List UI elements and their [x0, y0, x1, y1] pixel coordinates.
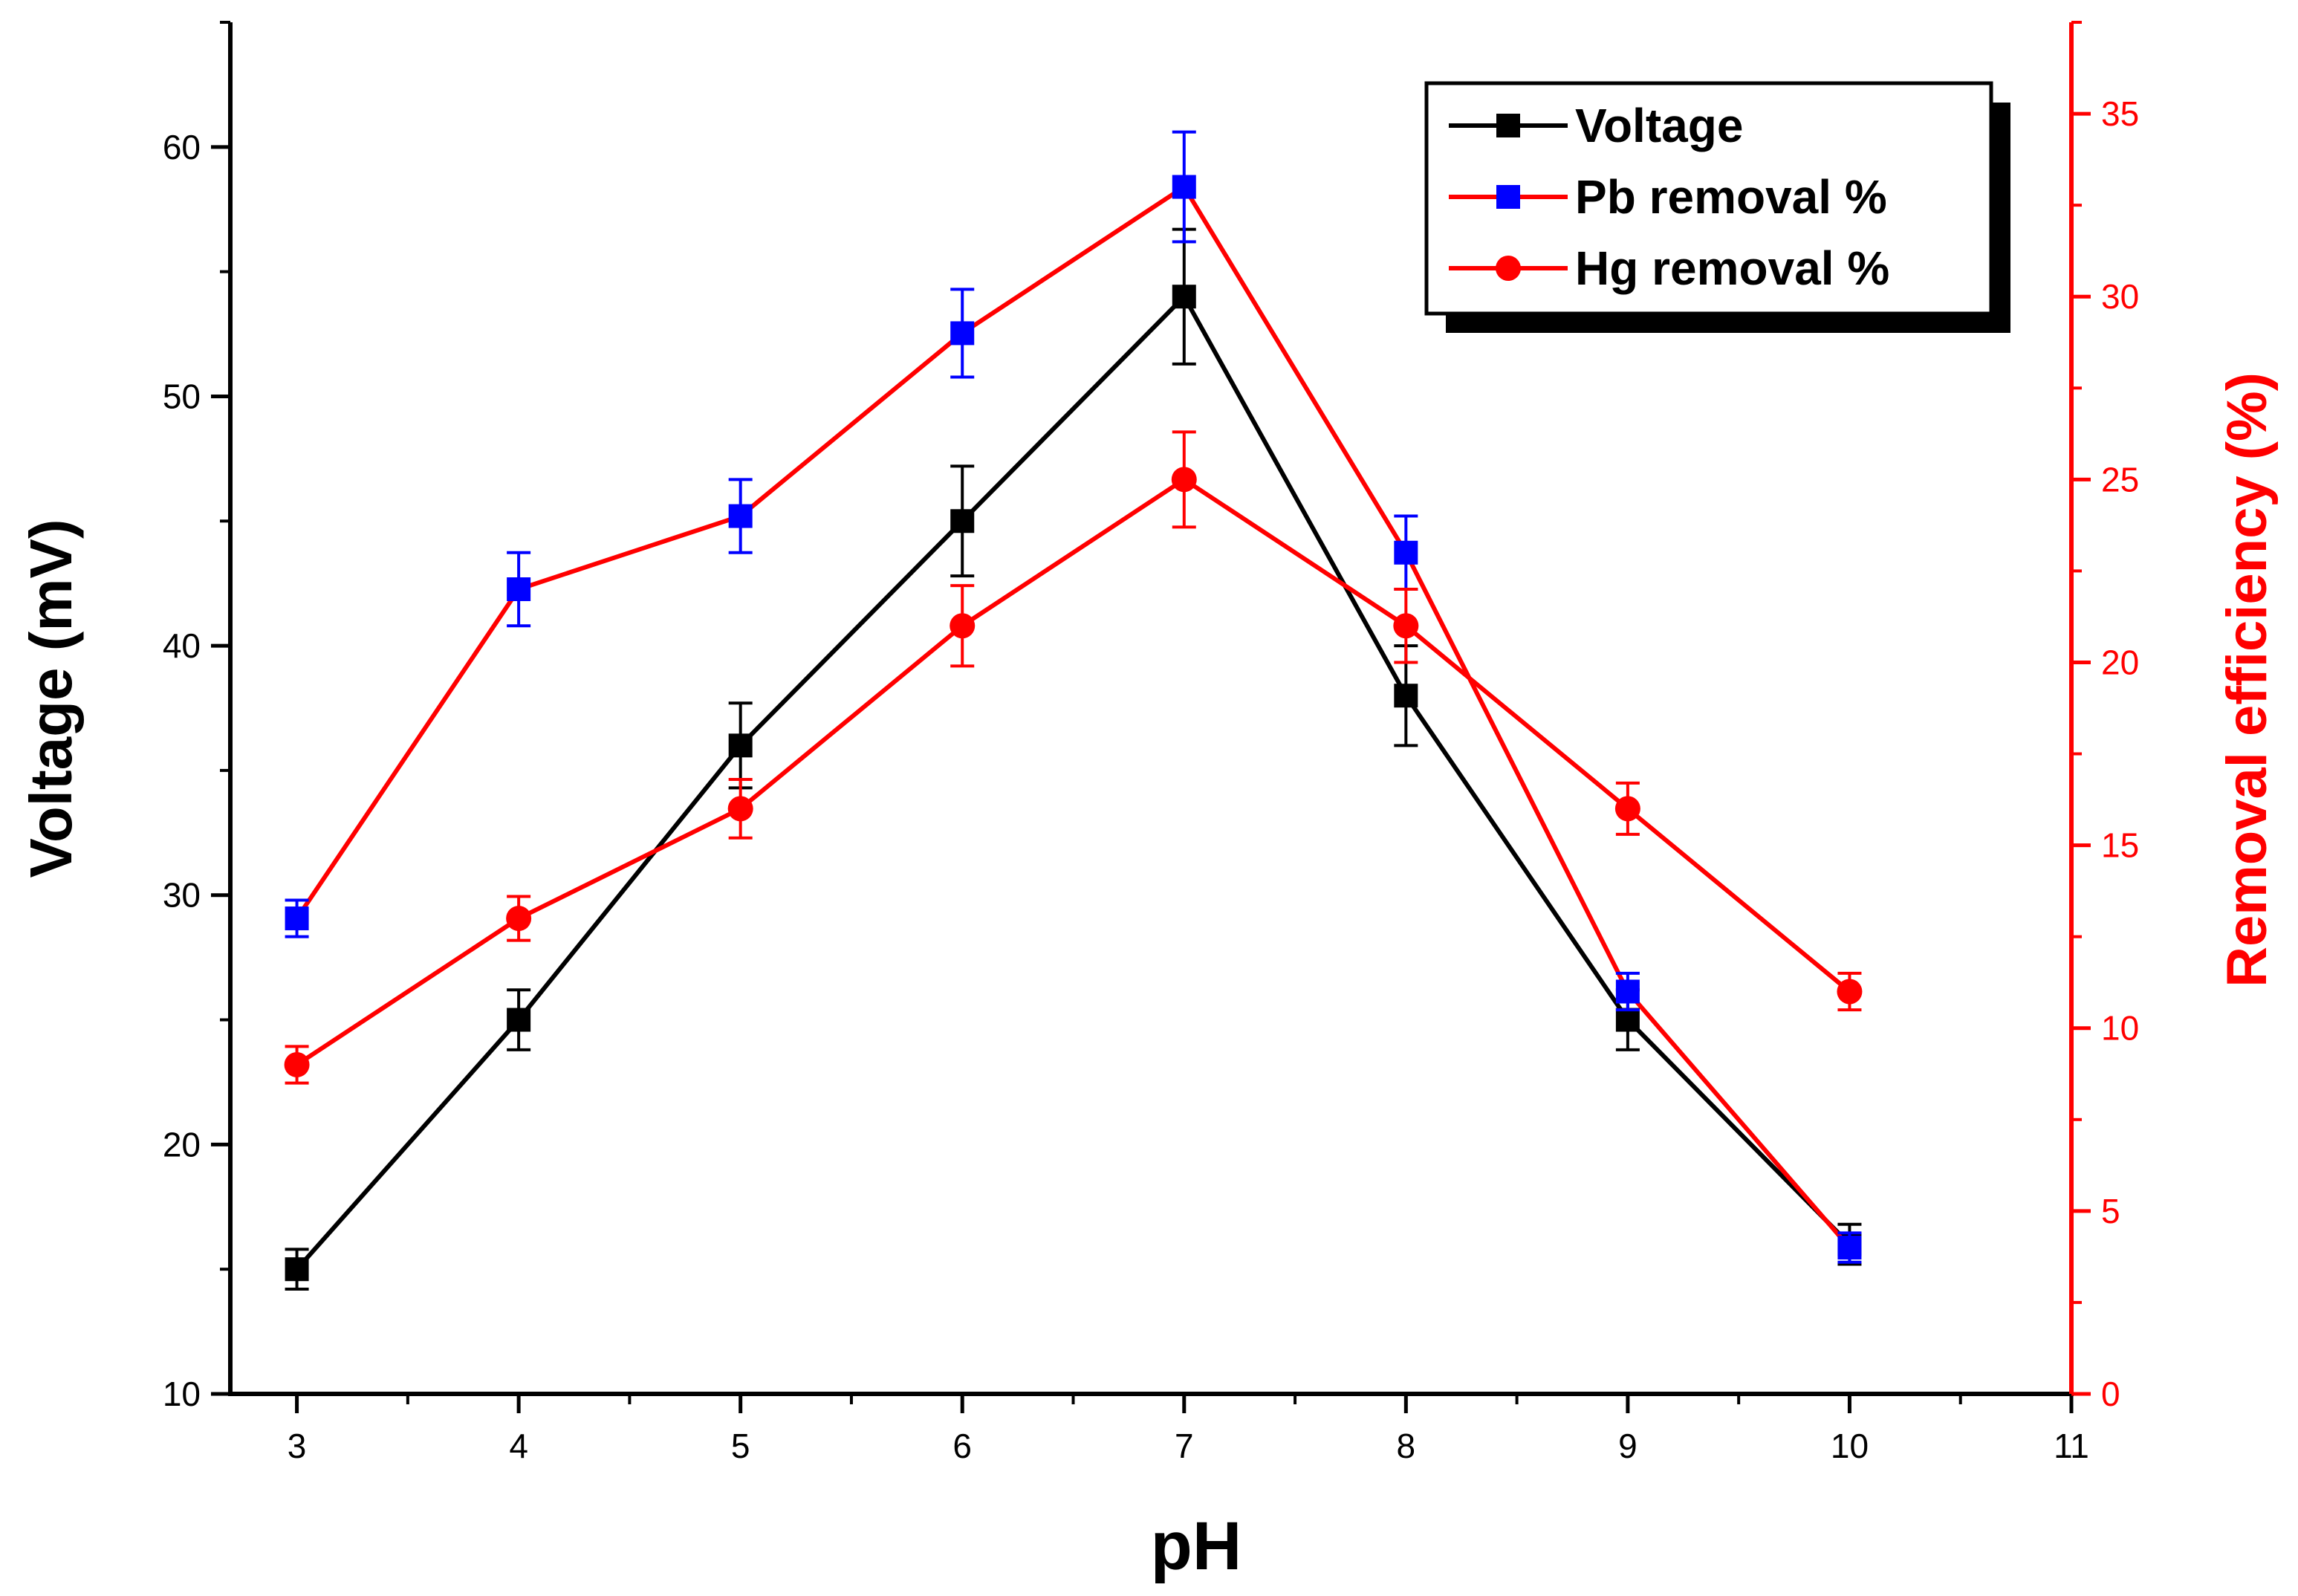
series-line-pb-removal: [295, 184, 1851, 1250]
x-tick-label: 8: [1397, 1427, 1416, 1465]
y2-tick-label: 0: [2101, 1375, 2120, 1413]
data-point-hg-removal: [1614, 796, 1640, 822]
series-line-voltage: [295, 293, 1851, 1271]
y2-tick-label: 25: [2101, 460, 2139, 499]
x-tick-label: 6: [952, 1427, 972, 1465]
data-point-voltage: [1394, 684, 1418, 708]
x-tick-label: 3: [288, 1427, 307, 1465]
y2-axis-title: Removal efficiency (%): [2216, 372, 2279, 987]
y-tick-label: 50: [163, 377, 201, 415]
legend-marker: [1496, 256, 1521, 281]
x-axis-title: pH: [1151, 1508, 1242, 1584]
y2-tick-label: 35: [2101, 94, 2139, 133]
y-tick-label: 10: [163, 1375, 201, 1413]
y2-tick-label: 15: [2101, 826, 2139, 865]
data-point-pb-removal: [1394, 540, 1418, 565]
data-point-pb-removal: [950, 321, 975, 346]
data-point-voltage: [950, 509, 975, 533]
data-point-voltage: [507, 1008, 531, 1032]
legend-label: Pb removal %: [1575, 170, 1887, 224]
data-point-pb-removal: [1615, 979, 1640, 1004]
data-point-hg-removal: [950, 613, 976, 639]
y2-tick-label: 10: [2101, 1009, 2139, 1048]
legend-marker: [1496, 114, 1520, 137]
data-point-hg-removal: [506, 906, 532, 932]
x-tick-label: 11: [2054, 1427, 2089, 1465]
data-point-hg-removal: [1171, 467, 1197, 493]
legend-label: Voltage: [1575, 99, 1743, 152]
series-line-hg-removal: [295, 476, 1851, 1067]
data-point-pb-removal: [1837, 1236, 1862, 1260]
data-point-pb-removal: [507, 577, 531, 602]
data-point-pb-removal: [285, 906, 309, 931]
data-point-voltage: [285, 1257, 309, 1282]
data-point-hg-removal: [1837, 979, 1863, 1005]
y-tick-label: 40: [163, 626, 201, 665]
data-point-voltage: [1615, 1008, 1640, 1032]
x-tick-label: 10: [1831, 1427, 1869, 1465]
plot-area: 3 4 5 6 7 8 9 10 11 10 20 30 40 50 60 0 5 10 15 20 25 30 35 Vol…: [163, 21, 2139, 1465]
y2-tick-label: 20: [2101, 643, 2139, 681]
y-axis-title: Voltage (mV): [18, 519, 84, 878]
x-tick-label: 4: [509, 1427, 528, 1465]
data-point-hg-removal: [727, 796, 753, 822]
x-tick-label: 9: [1618, 1427, 1638, 1465]
data-point-hg-removal: [284, 1051, 310, 1077]
legend-marker: [1496, 185, 1520, 209]
data-point-voltage: [1172, 285, 1196, 309]
y2-tick-label: 30: [2101, 277, 2139, 316]
y-tick-label: 60: [163, 128, 201, 166]
x-tick-label: 7: [1175, 1427, 1194, 1465]
data-point-voltage: [728, 733, 753, 758]
data-point-pb-removal: [728, 504, 753, 528]
y-tick-label: 20: [163, 1125, 201, 1164]
data-point-hg-removal: [1393, 613, 1419, 639]
legend-label: Hg removal %: [1575, 241, 1889, 295]
x-tick-label: 5: [731, 1427, 750, 1465]
data-point-pb-removal: [1172, 175, 1196, 199]
y2-tick-label: 5: [2101, 1192, 2120, 1230]
y-tick-label: 30: [163, 876, 201, 915]
